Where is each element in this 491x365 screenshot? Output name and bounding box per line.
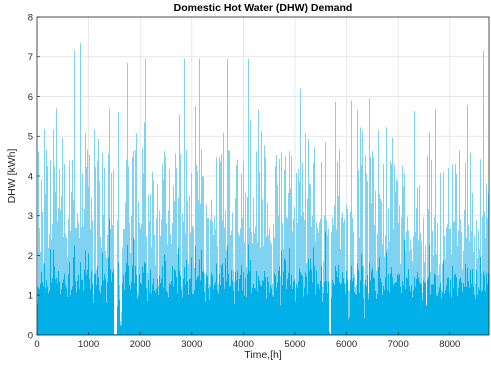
y-tick-label: 0 xyxy=(28,330,33,341)
x-tick-label: 7000 xyxy=(388,339,409,350)
y-tick-label: 1 xyxy=(28,291,33,302)
y-tick-label: 2 xyxy=(28,251,33,262)
y-tick-label: 5 xyxy=(28,132,33,143)
y-tick-label: 3 xyxy=(28,211,33,222)
chart-title: Domestic Hot Water (DHW) Demand xyxy=(174,2,353,14)
y-tick-label: 6 xyxy=(28,92,33,103)
x-tick-label: 0 xyxy=(34,339,39,350)
ticks: 0 1 2 3 4 5 6 7 8 0 1000 2000 3000 4000 5000 6000 7000 80… xyxy=(28,12,461,350)
x-tick-label: 5000 xyxy=(284,339,305,350)
x-tick-label: 4000 xyxy=(233,339,254,350)
y-tick-label: 4 xyxy=(28,171,33,182)
y-axis-label: DHW [kWh] xyxy=(6,149,18,204)
x-tick-label: 1000 xyxy=(78,339,99,350)
bars xyxy=(37,42,489,335)
x-tick-label: 2000 xyxy=(130,339,151,350)
y-tick-label: 8 xyxy=(28,12,33,23)
x-axis-label: Time,[h] xyxy=(244,349,282,361)
x-tick-label: 6000 xyxy=(336,339,357,350)
x-tick-label: 3000 xyxy=(181,339,202,350)
y-tick-label: 7 xyxy=(28,52,33,63)
x-tick-label: 8000 xyxy=(439,339,460,350)
